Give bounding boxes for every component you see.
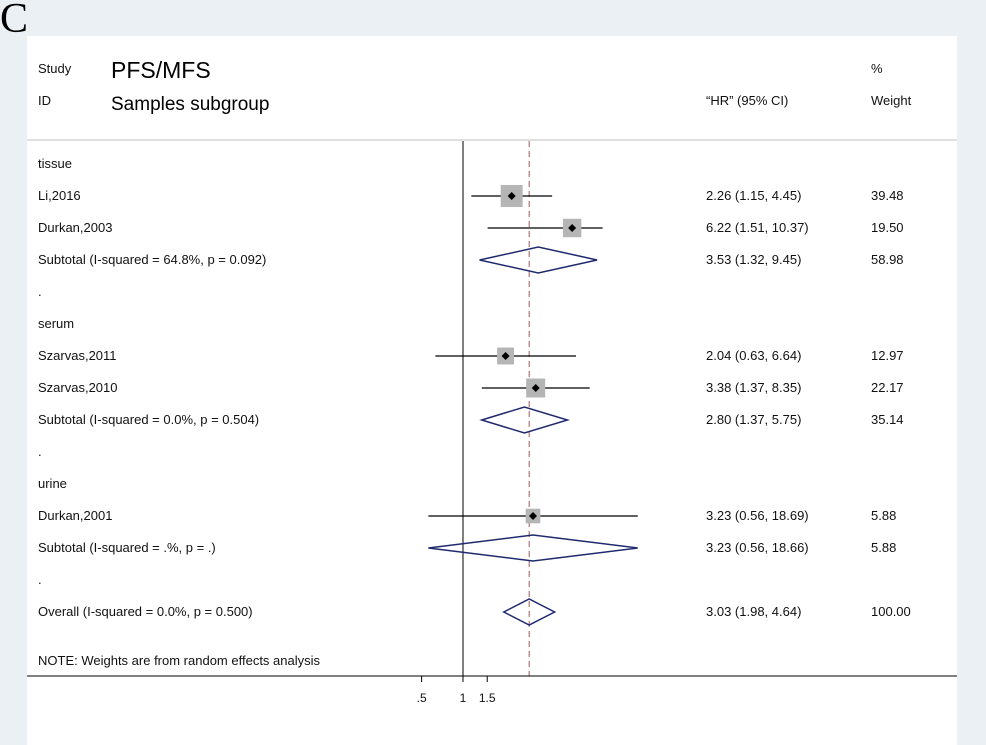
- panel-label: C: [0, 0, 29, 42]
- point-estimate: [528, 512, 537, 520]
- subtotal-diamond: [479, 406, 571, 434]
- plot-title: PFS/MFS: [111, 57, 211, 83]
- forest-row-spacer: .: [38, 444, 42, 459]
- spacer-dot: .: [38, 444, 42, 459]
- hr-column-header: “HR” (95% CI): [706, 93, 788, 108]
- forest-row-study: Szarvas,2010 3.38 (1.37, 8.35) 22.17: [38, 378, 904, 398]
- point-estimate: [531, 384, 540, 392]
- subgroup-label: urine: [38, 476, 67, 491]
- plot-area: [27, 36, 957, 745]
- row-label: Overall (I-squared = 0.0%, p = 0.500): [38, 604, 253, 619]
- spacer-dot: .: [38, 284, 42, 299]
- forest-rows: tissue Li,2016 2.26 (1.15, 4.45) 39.48 Durka…: [38, 156, 911, 626]
- forest-row-study: Szarvas,2011 2.04 (0.63, 6.64) 12.97: [38, 347, 904, 365]
- weight-value: 39.48: [871, 188, 904, 203]
- spacer-dot: .: [38, 572, 42, 587]
- forest-row-group: tissue: [38, 156, 72, 171]
- hr-ci-value: 3.23 (0.56, 18.66): [706, 540, 809, 555]
- hr-ci-value: 3.53 (1.32, 9.45): [706, 252, 801, 267]
- forest-row-subtotal: Subtotal (I-squared = .%, p = .) 3.23 (0.…: [38, 534, 896, 562]
- row-label: Szarvas,2011: [38, 348, 117, 363]
- hr-ci-value: 2.04 (0.63, 6.64): [706, 348, 801, 363]
- x-tick-label: 1.5: [479, 691, 496, 705]
- x-tick-label: 1: [460, 691, 467, 705]
- hr-ci-value: 3.03 (1.98, 4.64): [706, 604, 801, 619]
- overall-diamond: [502, 598, 557, 626]
- x-tick-label: .5: [417, 691, 427, 705]
- hr-ci-value: 6.22 (1.51, 10.37): [706, 220, 809, 235]
- forest-row-study: Durkan,2001 3.23 (0.56, 18.69) 5.88: [38, 508, 896, 524]
- forest-row-study: Durkan,2003 6.22 (1.51, 10.37) 19.50: [38, 218, 904, 238]
- subtotal-diamond: [479, 246, 598, 274]
- forest-row-spacer: .: [38, 284, 42, 299]
- row-label: Szarvas,2010: [38, 380, 118, 395]
- weight-value: 12.97: [871, 348, 904, 363]
- forest-row-subtotal: Subtotal (I-squared = 0.0%, p = 0.504) 2.…: [38, 406, 904, 434]
- id-column-header: ID: [38, 93, 51, 108]
- hr-ci-value: 2.26 (1.15, 4.45): [706, 188, 801, 203]
- weight-value: 19.50: [871, 220, 904, 235]
- point-estimate: [507, 192, 516, 200]
- hr-ci-value: 3.38 (1.37, 8.35): [706, 380, 801, 395]
- row-label: Durkan,2001: [38, 508, 112, 523]
- weight-value: 100.00: [871, 604, 911, 619]
- weight-value: 5.88: [871, 508, 896, 523]
- weight-value: 5.88: [871, 540, 896, 555]
- forest-row-subtotal: Subtotal (I-squared = 64.8%, p = 0.092) 3…: [38, 246, 904, 274]
- study-column-header: Study: [38, 61, 72, 76]
- hr-ci-value: 3.23 (0.56, 18.69): [706, 508, 809, 523]
- hr-ci-value: 2.80 (1.37, 5.75): [706, 412, 801, 427]
- subgroup-label: serum: [38, 316, 74, 331]
- point-estimate: [501, 352, 510, 360]
- weight-column-header: Weight: [871, 93, 912, 108]
- point-estimate: [568, 224, 577, 232]
- forest-row-group: serum: [38, 316, 74, 331]
- row-label: Subtotal (I-squared = .%, p = .): [38, 540, 216, 555]
- weight-value: 22.17: [871, 380, 904, 395]
- weight-value: 35.14: [871, 412, 904, 427]
- row-label: Subtotal (I-squared = 0.0%, p = 0.504): [38, 412, 259, 427]
- x-axis-ticks: .5 1 1.5: [417, 676, 496, 705]
- footnote: NOTE: Weights are from random effects an…: [38, 653, 321, 668]
- forest-row-spacer: .: [38, 572, 42, 587]
- row-label: Li,2016: [38, 188, 81, 203]
- percent-label: %: [871, 61, 883, 76]
- forest-row-group: urine: [38, 476, 67, 491]
- subtotal-diamond: [428, 534, 638, 562]
- row-label: Subtotal (I-squared = 64.8%, p = 0.092): [38, 252, 266, 267]
- forest-row-overall: Overall (I-squared = 0.0%, p = 0.500) 3.0…: [38, 598, 911, 626]
- row-label: Durkan,2003: [38, 220, 112, 235]
- weight-value: 58.98: [871, 252, 904, 267]
- plot-subtitle: Samples subgroup: [111, 94, 269, 115]
- subgroup-label: tissue: [38, 156, 72, 171]
- forest-row-study: Li,2016 2.26 (1.15, 4.45) 39.48: [38, 185, 904, 207]
